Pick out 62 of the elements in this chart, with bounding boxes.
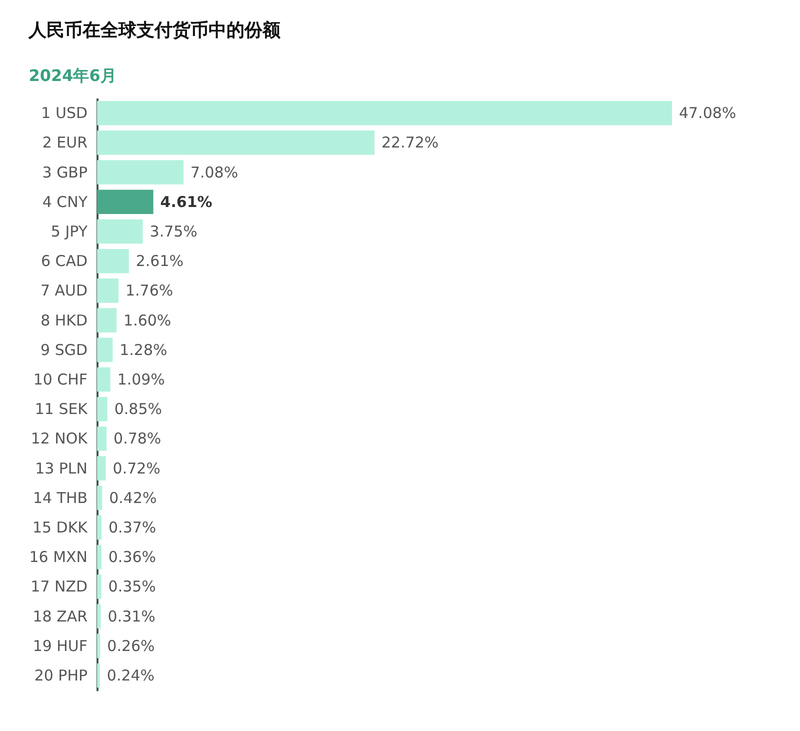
y-tick-label: 16 MXN — [29, 548, 88, 566]
bar — [97, 248, 129, 274]
data-label: 2.61% — [136, 252, 184, 270]
y-tick-label: 3 GBP — [42, 163, 88, 182]
bar — [97, 219, 143, 244]
bar — [97, 308, 117, 332]
chart-title: 人民币在全球支付货币中的份额 — [28, 20, 282, 41]
bar — [97, 515, 102, 540]
y-tick-label: 11 SEK — [34, 400, 89, 418]
y-tick-label: 20 PHP — [34, 666, 88, 684]
y-tick-label: 17 NZD — [30, 578, 88, 596]
bar — [97, 160, 184, 184]
data-label: 0.85% — [114, 400, 162, 418]
data-label: 1.76% — [126, 282, 174, 300]
data-label: 7.08% — [190, 163, 238, 182]
bar — [97, 130, 374, 155]
bar — [97, 574, 102, 599]
bar — [97, 426, 107, 451]
bar — [97, 663, 100, 688]
data-label: 47.08% — [678, 104, 736, 122]
bar — [97, 278, 118, 303]
y-tick-label: 5 JPY — [50, 222, 88, 240]
bar — [97, 456, 106, 480]
y-tick-label: 15 DKK — [32, 518, 89, 536]
bar — [97, 604, 101, 628]
bar — [97, 544, 102, 570]
data-label: 0.37% — [108, 518, 156, 536]
y-tick-label: 2 EUR — [42, 134, 88, 152]
y-tick-label: 4 CNY — [42, 192, 88, 211]
data-label: 3.75% — [150, 222, 198, 240]
data-label: 0.26% — [107, 636, 155, 655]
y-tick-label: 6 CAD — [40, 252, 88, 270]
bar — [97, 190, 154, 214]
y-tick-label: 1 USD — [41, 104, 88, 122]
chart-subtitle: 2024年6月 — [28, 66, 116, 85]
y-tick-label: 19 HUF — [32, 636, 88, 655]
y-tick-label: 7 AUD — [40, 282, 88, 300]
y-tick-label: 8 HKD — [40, 311, 88, 330]
data-label: 0.31% — [108, 607, 156, 626]
bar — [97, 396, 108, 422]
data-label: 0.42% — [109, 488, 157, 507]
y-tick-label: 13 PLN — [35, 459, 88, 478]
data-label: 0.24% — [106, 666, 155, 684]
data-label: 0.72% — [112, 459, 160, 478]
y-tick-label: 10 CHF — [33, 370, 88, 388]
data-label: 22.72% — [381, 134, 439, 152]
data-label: 0.35% — [108, 578, 156, 596]
data-label: 1.28% — [120, 340, 168, 359]
bar — [97, 367, 110, 392]
bar — [97, 338, 113, 362]
data-label: 1.60% — [124, 311, 172, 330]
y-tick-label: 12 NOK — [30, 430, 89, 448]
data-label: 1.09% — [117, 370, 165, 388]
data-label: 4.61% — [160, 192, 212, 211]
bar — [97, 486, 102, 510]
bar — [97, 634, 100, 658]
data-label: 0.36% — [108, 548, 156, 566]
y-tick-label: 14 THB — [32, 488, 88, 507]
bar — [97, 100, 672, 126]
data-label: 0.78% — [114, 430, 162, 448]
y-tick-label: 9 SGD — [40, 340, 88, 359]
y-tick-label: 18 ZAR — [32, 607, 88, 626]
